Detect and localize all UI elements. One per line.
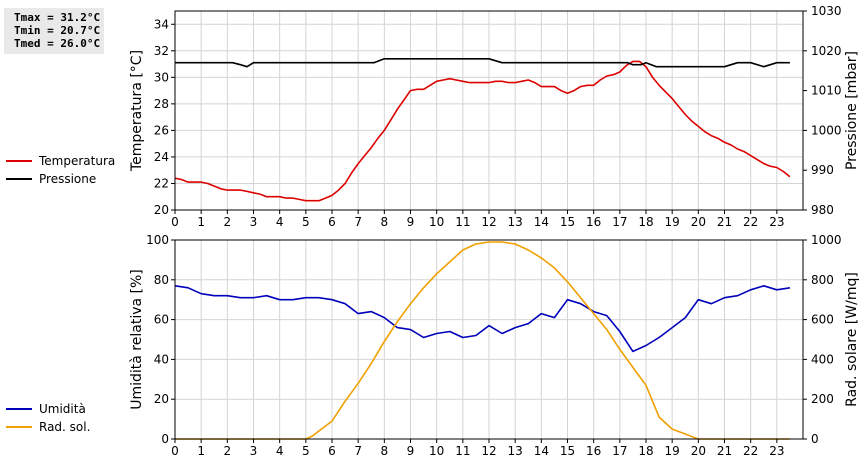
x-tick-label: 22 bbox=[743, 444, 758, 458]
x-tick-label: 16 bbox=[586, 444, 601, 458]
y-right-tick-label: 1020 bbox=[811, 44, 842, 58]
y-left-tick-label: 20 bbox=[154, 392, 169, 406]
legend-item-rad-sol: Rad. sol. bbox=[6, 418, 126, 436]
x-tick-label: 0 bbox=[171, 215, 179, 229]
x-tick-label: 20 bbox=[691, 215, 706, 229]
y-right-tick-label: 1010 bbox=[811, 84, 842, 98]
x-tick-label: 10 bbox=[429, 444, 444, 458]
y-left-tick-label: 60 bbox=[154, 313, 169, 327]
y-left-tick-label: 26 bbox=[154, 123, 169, 137]
y-left-tick-label: 34 bbox=[154, 17, 169, 31]
y-left-tick-label: 20 bbox=[154, 203, 169, 217]
x-tick-label: 1 bbox=[197, 444, 205, 458]
x-tick-label: 23 bbox=[769, 444, 784, 458]
x-tick-label: 21 bbox=[717, 215, 732, 229]
x-tick-label: 13 bbox=[508, 215, 523, 229]
x-tick-label: 18 bbox=[638, 215, 653, 229]
x-tick-label: 17 bbox=[612, 444, 627, 458]
legend-label-pressione: Pressione bbox=[39, 172, 97, 186]
y-left-axis-label: Temperatura [°C] bbox=[129, 50, 145, 172]
y-right-tick-label: 800 bbox=[811, 273, 834, 287]
x-tick-label: 20 bbox=[691, 444, 706, 458]
x-tick-label: 4 bbox=[276, 215, 284, 229]
y-right-tick-label: 980 bbox=[811, 203, 834, 217]
x-tick-label: 13 bbox=[508, 444, 523, 458]
x-tick-label: 2 bbox=[224, 215, 232, 229]
legend-label-temperatura: Temperatura bbox=[39, 154, 116, 168]
legend-item-umidita: Umidità bbox=[6, 400, 126, 418]
stats-box: Tmax = 31.2°C Tmin = 20.7°C Tmed = 26.0°… bbox=[4, 8, 104, 54]
x-tick-label: 19 bbox=[665, 215, 680, 229]
x-tick-label: 8 bbox=[381, 444, 389, 458]
series-line-umidit bbox=[174, 284, 791, 353]
y-left-tick-label: 80 bbox=[154, 273, 169, 287]
y-right-axis-label: Pressione [mbar] bbox=[844, 51, 860, 170]
x-tick-label: 9 bbox=[407, 215, 415, 229]
x-tick-label: 12 bbox=[481, 444, 496, 458]
y-left-tick-label: 22 bbox=[154, 176, 169, 190]
y-left-tick-label: 0 bbox=[161, 432, 169, 446]
x-tick-label: 3 bbox=[250, 444, 258, 458]
x-tick-label: 11 bbox=[455, 444, 470, 458]
series-line-pressione bbox=[175, 57, 790, 68]
x-tick-label: 18 bbox=[638, 444, 653, 458]
x-tick-label: 22 bbox=[743, 215, 758, 229]
x-tick-label: 6 bbox=[328, 215, 336, 229]
x-tick-label: 3 bbox=[250, 215, 258, 229]
x-tick-label: 23 bbox=[769, 215, 784, 229]
y-right-tick-label: 0 bbox=[811, 432, 819, 446]
stat-tmax: Tmax = 31.2°C bbox=[14, 11, 101, 24]
x-tick-label: 12 bbox=[481, 215, 496, 229]
y-right-tick-label: 400 bbox=[811, 352, 834, 366]
y-right-tick-label: 1030 bbox=[811, 4, 842, 18]
y-right-tick-label: 600 bbox=[811, 313, 834, 327]
legend-swatch-temperatura bbox=[6, 160, 32, 162]
x-tick-label: 7 bbox=[354, 444, 362, 458]
x-tick-label: 1 bbox=[197, 215, 205, 229]
x-tick-label: 10 bbox=[429, 215, 444, 229]
y-right-tick-label: 990 bbox=[811, 163, 834, 177]
y-right-tick-label: 1000 bbox=[811, 123, 842, 137]
legend-label-umidita: Umidità bbox=[39, 402, 86, 416]
y-left-tick-label: 32 bbox=[154, 44, 169, 58]
legend-label-rad-sol: Rad. sol. bbox=[39, 420, 91, 434]
x-tick-label: 14 bbox=[534, 444, 549, 458]
legend-swatch-umidita bbox=[6, 408, 32, 410]
x-tick-label: 2 bbox=[224, 444, 232, 458]
x-tick-label: 17 bbox=[612, 215, 627, 229]
x-tick-label: 4 bbox=[276, 444, 284, 458]
y-right-axis-label: Rad. solare [W/mq] bbox=[844, 272, 860, 407]
x-tick-label: 19 bbox=[665, 444, 680, 458]
y-right-tick-label: 1000 bbox=[811, 233, 842, 247]
x-tick-label: 14 bbox=[534, 215, 549, 229]
y-right-tick-label: 200 bbox=[811, 392, 834, 406]
legend-swatch-pressione bbox=[6, 178, 32, 180]
x-tick-label: 15 bbox=[560, 444, 575, 458]
y-left-tick-label: 100 bbox=[146, 233, 169, 247]
stat-tmed: Tmed = 26.0°C bbox=[14, 37, 101, 50]
x-tick-label: 5 bbox=[302, 444, 310, 458]
x-tick-label: 21 bbox=[717, 444, 732, 458]
y-left-tick-label: 40 bbox=[154, 352, 169, 366]
series-line-temperatura bbox=[174, 60, 791, 202]
x-tick-label: 11 bbox=[455, 215, 470, 229]
x-tick-label: 5 bbox=[302, 215, 310, 229]
x-tick-label: 16 bbox=[586, 215, 601, 229]
x-tick-label: 7 bbox=[354, 215, 362, 229]
y-left-tick-label: 24 bbox=[154, 150, 169, 164]
x-tick-label: 8 bbox=[381, 215, 389, 229]
series-line-rad-sol bbox=[175, 241, 790, 440]
x-tick-label: 6 bbox=[328, 444, 336, 458]
legend-swatch-rad-sol bbox=[6, 426, 32, 428]
y-left-tick-label: 30 bbox=[154, 70, 169, 84]
y-left-tick-label: 28 bbox=[154, 97, 169, 111]
x-tick-label: 0 bbox=[171, 444, 179, 458]
y-left-axis-label: Umidità relativa [%] bbox=[129, 269, 145, 410]
x-tick-label: 15 bbox=[560, 215, 575, 229]
x-tick-label: 9 bbox=[407, 444, 415, 458]
stat-tmin: Tmin = 20.7°C bbox=[14, 24, 101, 37]
